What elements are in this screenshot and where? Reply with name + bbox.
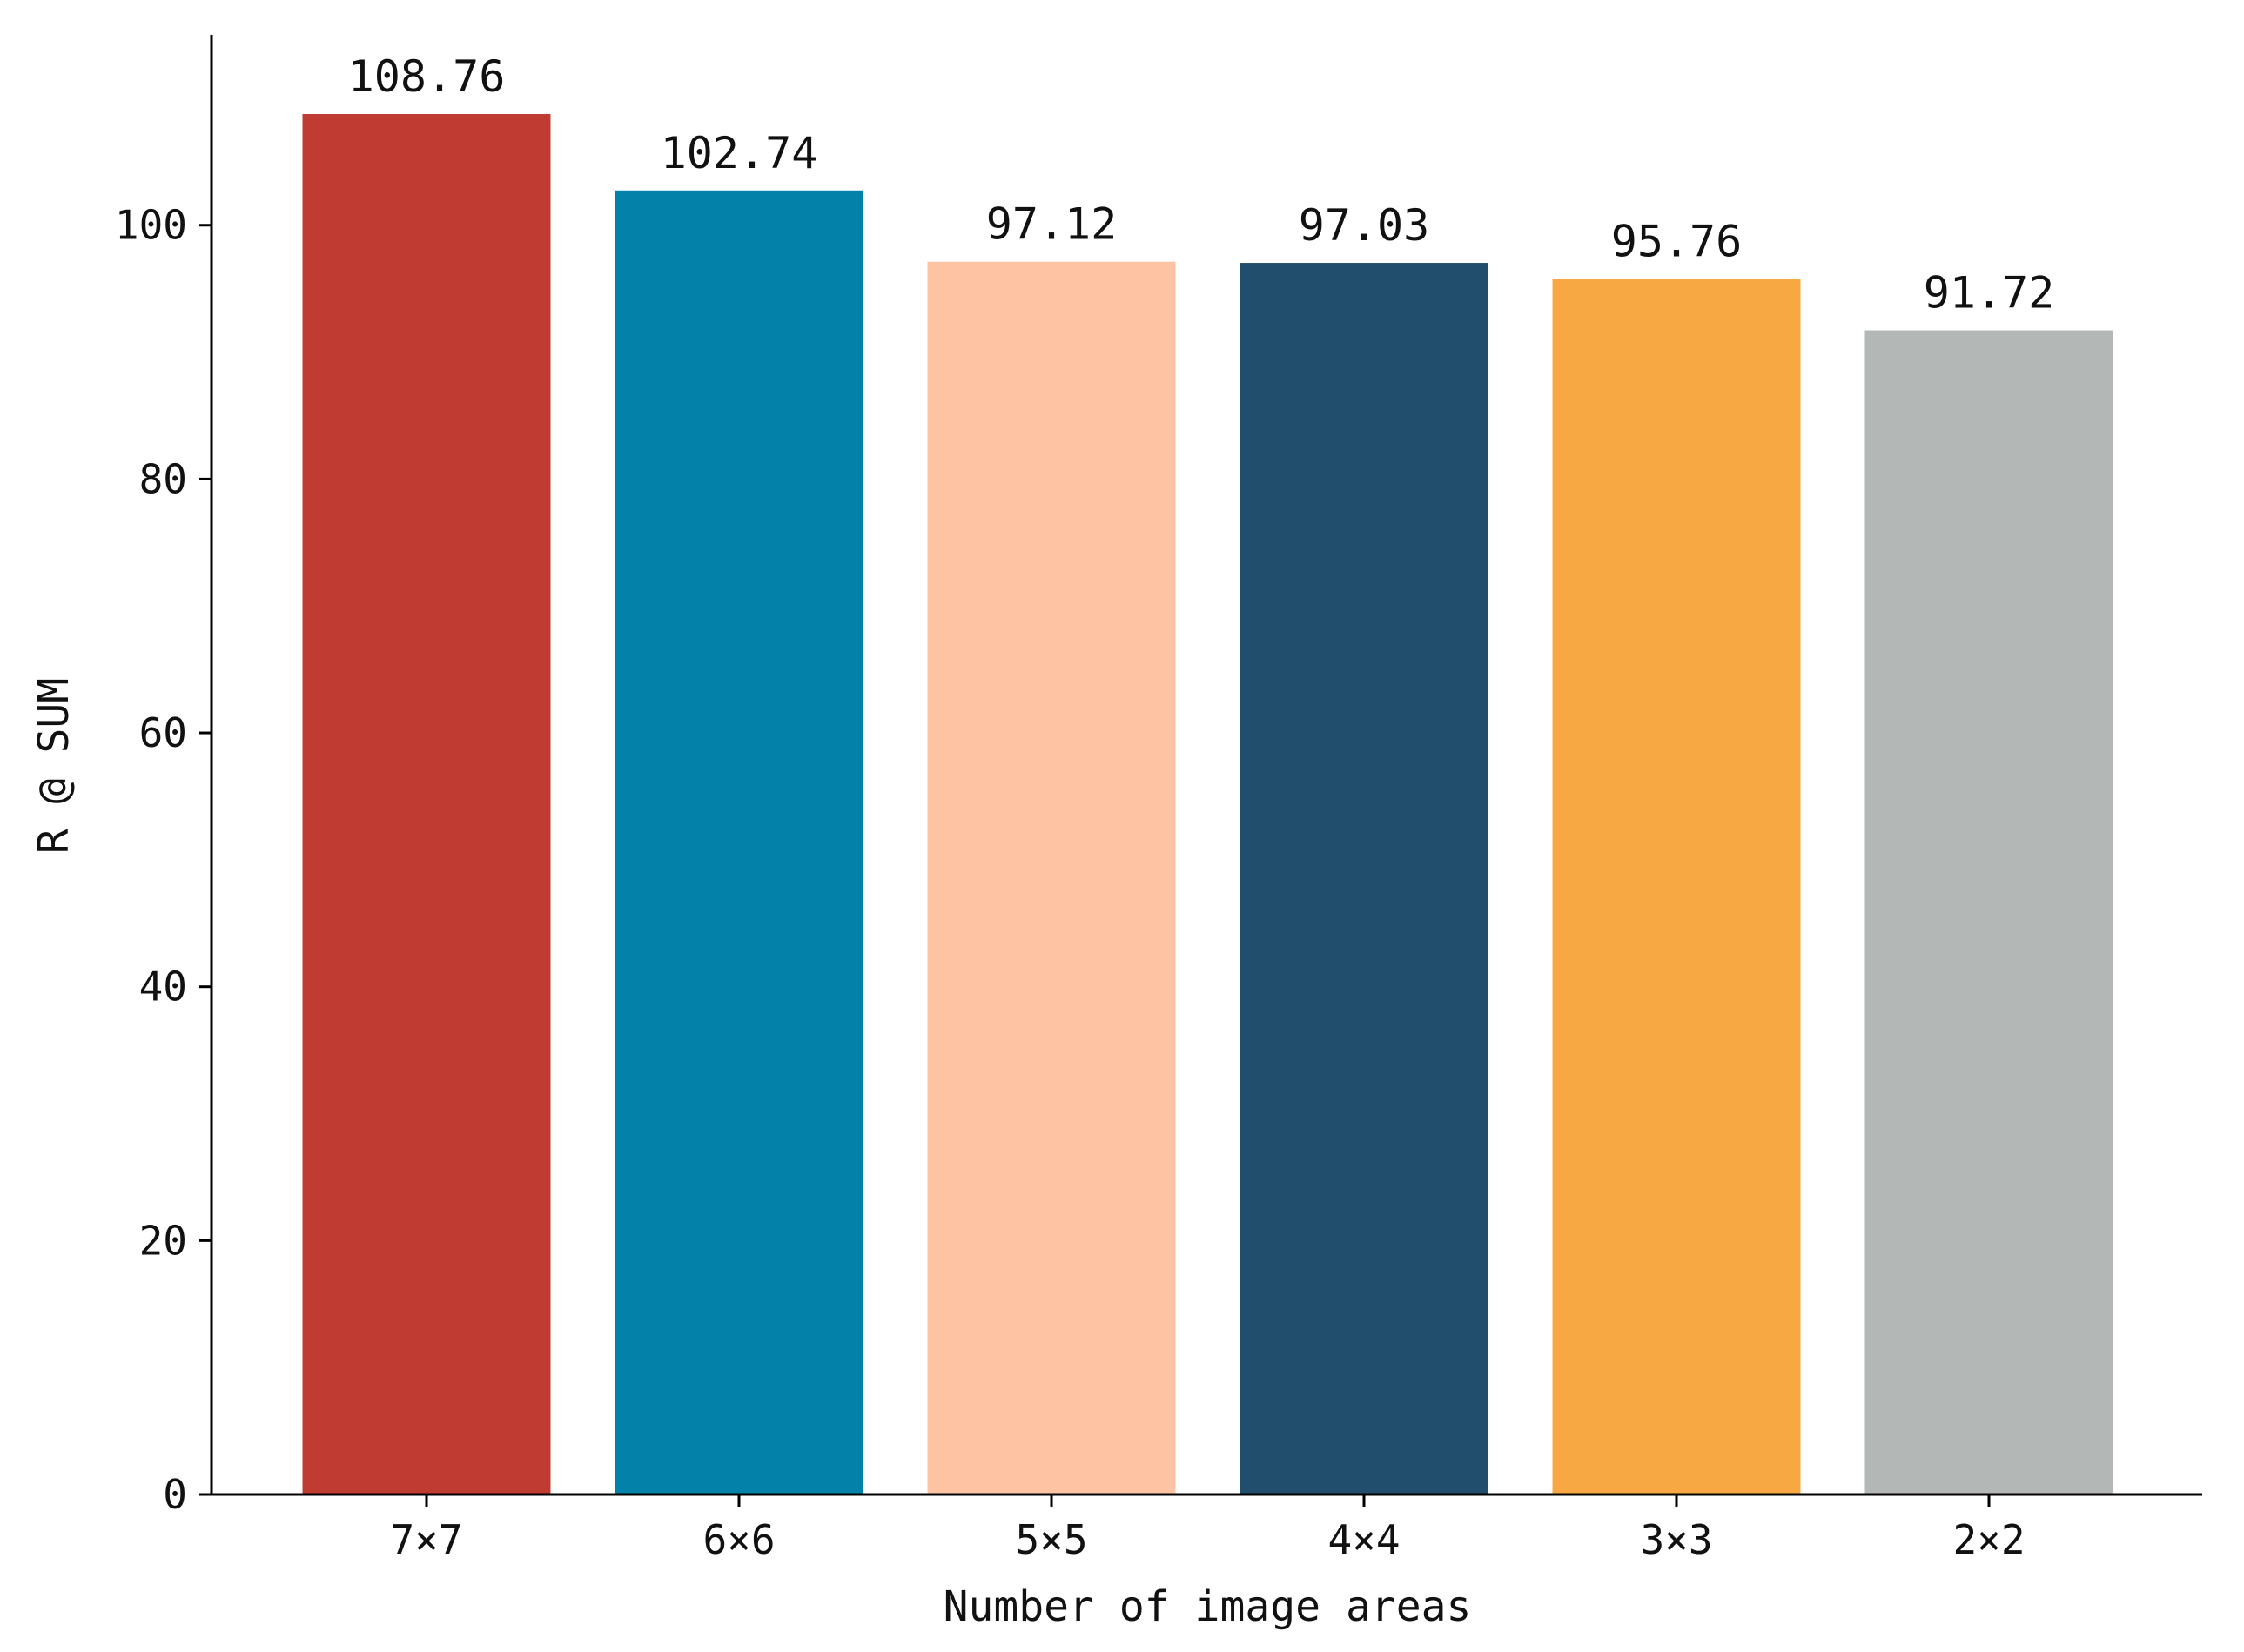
bar-value-label: 108.76	[348, 51, 506, 102]
bar-value-label: 97.12	[986, 199, 1118, 250]
value-labels-layer: 108.76 102.74 97.12 97.03 95.76 91.72	[348, 51, 2055, 318]
bar-3	[927, 261, 1176, 1494]
x-tick-label: 2×2	[1952, 1516, 2025, 1563]
bar-value-label: 97.03	[1299, 200, 1430, 251]
bar-2	[615, 190, 863, 1495]
x-tick-label: 5×5	[1015, 1516, 1087, 1563]
bar-1	[302, 113, 551, 1494]
y-tick-label: 80	[139, 455, 187, 502]
bar-value-label: 91.72	[1924, 267, 2055, 318]
y-tick-label: 60	[139, 709, 187, 756]
y-ticks-layer: 0 20 40 60 80 100	[115, 202, 212, 1518]
bar-4	[1240, 263, 1488, 1495]
y-axis-title: R @ SUM	[30, 678, 78, 854]
x-tick-label: 7×7	[390, 1516, 462, 1563]
y-tick-label: 20	[139, 1217, 187, 1264]
x-tick-label: 3×3	[1640, 1516, 1712, 1563]
x-ticks-layer: 7×7 6×6 5×5 4×4 3×3 2×2	[390, 1494, 2026, 1563]
x-tick-label: 6×6	[702, 1516, 775, 1563]
x-axis-title: Number of image areas	[944, 1582, 1472, 1631]
y-tick-label: 40	[139, 964, 187, 1011]
y-tick-label: 100	[115, 202, 187, 249]
bar-5	[1552, 279, 1801, 1495]
bar-6	[1864, 330, 2113, 1494]
bars-layer	[302, 113, 2113, 1495]
bar-value-label: 95.76	[1611, 217, 1743, 267]
y-tick-label: 0	[163, 1471, 187, 1518]
x-tick-label: 4×4	[1327, 1516, 1400, 1563]
bar-value-label: 102.74	[661, 128, 818, 178]
